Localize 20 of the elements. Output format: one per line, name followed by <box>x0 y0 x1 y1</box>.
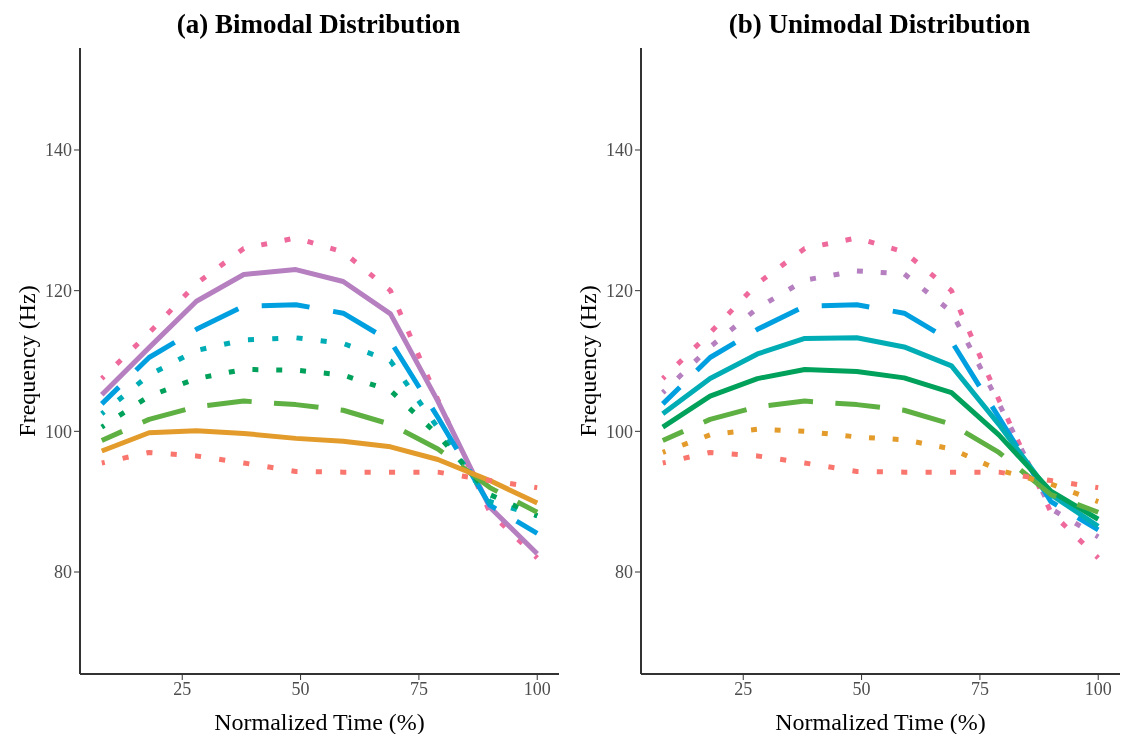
chart-title: (b) Unimodal Distribution <box>727 8 1032 40</box>
x-tick-label: 75 <box>970 678 989 699</box>
x-tick-label: 100 <box>523 678 551 699</box>
y-tick-label: 80 <box>54 562 72 583</box>
x-tick-label: 75 <box>409 678 428 699</box>
y-tick-label: 140 <box>606 140 633 161</box>
x-tick-label: 25 <box>173 678 192 699</box>
chart-title: (a) Bimodal Distribution <box>175 8 462 40</box>
y-tick-label: 120 <box>45 281 72 302</box>
y-axis-title: Frequency (Hz) <box>13 285 40 437</box>
y-axis-title: Frequency (Hz) <box>574 285 601 437</box>
x-tick-label: 25 <box>734 678 753 699</box>
y-tick-label: 80 <box>615 562 633 583</box>
y-tick-label: 100 <box>45 421 72 442</box>
y-tick-label: 120 <box>606 281 633 302</box>
x-tick-label: 100 <box>1084 678 1112 699</box>
y-tick-label: 100 <box>606 421 633 442</box>
x-tick-label: 50 <box>291 678 310 699</box>
y-tick-label: 140 <box>45 140 72 161</box>
x-tick-label: 50 <box>852 678 871 699</box>
